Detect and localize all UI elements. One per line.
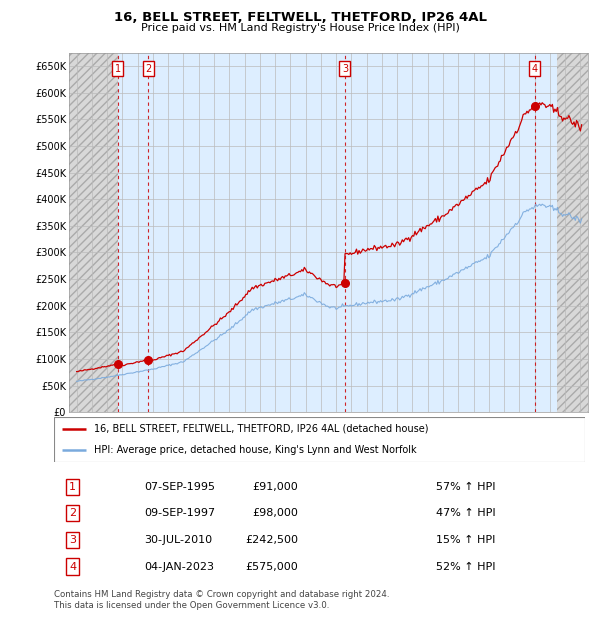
Text: 3: 3 bbox=[69, 535, 76, 545]
Text: Price paid vs. HM Land Registry's House Price Index (HPI): Price paid vs. HM Land Registry's House … bbox=[140, 23, 460, 33]
Text: 16, BELL STREET, FELTWELL, THETFORD, IP26 4AL (detached house): 16, BELL STREET, FELTWELL, THETFORD, IP2… bbox=[94, 424, 428, 434]
Text: £242,500: £242,500 bbox=[245, 535, 298, 545]
Text: 52% ↑ HPI: 52% ↑ HPI bbox=[436, 562, 496, 572]
Text: This data is licensed under the Open Government Licence v3.0.: This data is licensed under the Open Gov… bbox=[54, 601, 329, 611]
Text: HPI: Average price, detached house, King's Lynn and West Norfolk: HPI: Average price, detached house, King… bbox=[94, 445, 416, 455]
Text: 30-JUL-2010: 30-JUL-2010 bbox=[144, 535, 212, 545]
Text: 04-JAN-2023: 04-JAN-2023 bbox=[144, 562, 214, 572]
Text: Contains HM Land Registry data © Crown copyright and database right 2024.: Contains HM Land Registry data © Crown c… bbox=[54, 590, 389, 600]
Bar bbox=[69, 53, 118, 412]
Text: £98,000: £98,000 bbox=[253, 508, 298, 518]
Text: 09-SEP-1997: 09-SEP-1997 bbox=[144, 508, 215, 518]
Text: 4: 4 bbox=[532, 64, 538, 74]
Text: 1: 1 bbox=[115, 64, 121, 74]
Text: £91,000: £91,000 bbox=[253, 482, 298, 492]
Text: 4: 4 bbox=[69, 562, 76, 572]
Text: 07-SEP-1995: 07-SEP-1995 bbox=[144, 482, 215, 492]
Text: 15% ↑ HPI: 15% ↑ HPI bbox=[436, 535, 496, 545]
Text: 2: 2 bbox=[145, 64, 151, 74]
Text: 16, BELL STREET, FELTWELL, THETFORD, IP26 4AL: 16, BELL STREET, FELTWELL, THETFORD, IP2… bbox=[113, 11, 487, 24]
Text: 57% ↑ HPI: 57% ↑ HPI bbox=[436, 482, 496, 492]
Text: 1: 1 bbox=[69, 482, 76, 492]
Text: 2: 2 bbox=[69, 508, 76, 518]
Text: 47% ↑ HPI: 47% ↑ HPI bbox=[436, 508, 496, 518]
Text: 3: 3 bbox=[342, 64, 348, 74]
Text: £575,000: £575,000 bbox=[245, 562, 298, 572]
Bar bbox=[557, 53, 588, 412]
